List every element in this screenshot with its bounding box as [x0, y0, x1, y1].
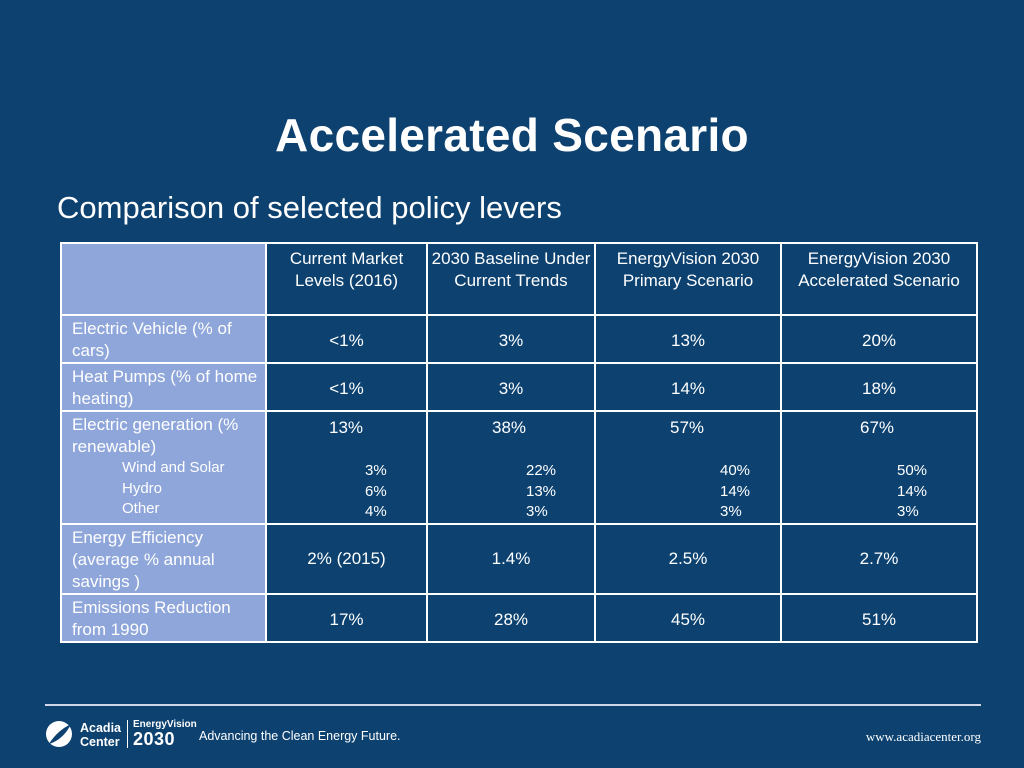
gen-primary-other: 3%: [720, 503, 742, 520]
gen-baseline-wind-solar: 22%: [526, 462, 557, 479]
header-primary-scenario: EnergyVision 2030 Primary Scenario: [594, 242, 782, 316]
gen-baseline-subs: 22% 13% 3%: [428, 461, 594, 523]
row-label-generation-main: Electric generation (% renewable): [72, 415, 239, 456]
header-corner-cell: [60, 242, 267, 316]
gen-baseline-total: 38%: [492, 418, 527, 437]
gen-primary-subs: 40% 14% 3%: [596, 461, 780, 523]
cell-ev-baseline: 3%: [426, 314, 596, 364]
table-row-electric-vehicle: Electric Vehicle (% of cars) <1% 3% 13% …: [60, 314, 978, 364]
header-baseline-2030: 2030 Baseline Under Current Trends: [426, 242, 596, 316]
slide-subtitle: Comparison of selected policy levers: [57, 190, 562, 225]
cell-ev-current: <1%: [265, 314, 428, 364]
row-label-heat-pumps: Heat Pumps (% of home heating): [60, 362, 267, 412]
gen-accelerated-total: 67%: [860, 418, 895, 437]
cell-ev-primary: 13%: [594, 314, 782, 364]
gen-current-subs: 3% 6% 4%: [267, 461, 426, 523]
org-name-line1: Acadia: [80, 721, 121, 735]
table-header-row: Current Market Levels (2016) 2030 Baseli…: [60, 242, 978, 316]
cell-heat-primary: 14%: [594, 362, 782, 412]
table-row-heat-pumps: Heat Pumps (% of home heating) <1% 3% 14…: [60, 362, 978, 412]
generation-sub-labels: Wind and Solar Hydro Other: [72, 458, 259, 520]
gen-accelerated-hydro: 14%: [897, 482, 928, 500]
comparison-table: Current Market Levels (2016) 2030 Baseli…: [60, 242, 978, 643]
footer-url: www.acadiacenter.org: [865, 729, 981, 744]
program-line1: EnergyVision: [133, 719, 197, 730]
row-label-energy-efficiency: Energy Efficiency (average % annual savi…: [60, 522, 267, 595]
gen-accelerated-subs: 50% 14% 3%: [782, 461, 976, 523]
row-label-emissions-reduction: Emissions Reduction from 1990: [60, 592, 267, 643]
gen-current-wind-solar: 3%: [365, 462, 387, 479]
gen-primary-hydro: 14%: [720, 482, 751, 500]
cell-heat-current: <1%: [265, 362, 428, 412]
gen-primary-wind-solar: 40%: [720, 462, 751, 479]
energyvision-wordmark: EnergyVision 2030: [133, 719, 197, 748]
cell-gen-accelerated: 67% 50% 14% 3%: [780, 410, 978, 525]
table-row-energy-efficiency: Energy Efficiency (average % annual savi…: [60, 522, 978, 595]
sub-label-hydro: Hydro: [122, 479, 163, 497]
cell-eff-current: 2% (2015): [265, 522, 428, 595]
gen-accelerated-other: 3%: [897, 503, 919, 520]
header-accelerated-scenario: EnergyVision 2030 Accelerated Scenario: [780, 242, 978, 316]
table-row-emissions-reduction: Emissions Reduction from 1990 17% 28% 45…: [60, 592, 978, 643]
cell-emis-accelerated: 51%: [780, 592, 978, 643]
gen-baseline-other: 3%: [526, 503, 548, 520]
sub-label-other: Other: [122, 500, 160, 517]
cell-eff-accelerated: 2.7%: [780, 522, 978, 595]
cell-gen-baseline: 38% 22% 13% 3%: [426, 410, 596, 525]
org-name-line2: Center: [80, 735, 120, 749]
table-row-electric-generation: Electric generation (% renewable) Wind a…: [60, 410, 978, 525]
row-label-electric-generation: Electric generation (% renewable) Wind a…: [60, 410, 267, 525]
row-label-electric-vehicle: Electric Vehicle (% of cars): [60, 314, 267, 364]
cell-emis-primary: 45%: [594, 592, 782, 643]
slide-title: Accelerated Scenario: [275, 109, 749, 161]
cell-eff-baseline: 1.4%: [426, 522, 596, 595]
gen-accelerated-wind-solar: 50%: [897, 462, 928, 479]
cell-gen-current: 13% 3% 6% 4%: [265, 410, 428, 525]
program-line2: 2030: [133, 729, 176, 749]
footer-divider: [45, 704, 981, 706]
gen-baseline-hydro: 13%: [526, 482, 557, 500]
acadia-leaf-logo-icon: [46, 721, 72, 747]
gen-primary-total: 57%: [670, 418, 705, 437]
cell-heat-accelerated: 18%: [780, 362, 978, 412]
cell-ev-accelerated: 20%: [780, 314, 978, 364]
gen-current-hydro: 6%: [365, 482, 387, 500]
sub-label-wind-solar: Wind and Solar: [122, 459, 225, 476]
cell-eff-primary: 2.5%: [594, 522, 782, 595]
cell-heat-baseline: 3%: [426, 362, 596, 412]
acadia-center-wordmark: Acadia Center: [80, 721, 121, 749]
logo-separator: [127, 720, 128, 748]
header-current-market: Current Market Levels (2016): [265, 242, 428, 316]
gen-current-other: 4%: [365, 503, 387, 520]
footer-tagline: Advancing the Clean Energy Future.: [199, 729, 401, 743]
cell-emis-baseline: 28%: [426, 592, 596, 643]
gen-current-total: 13%: [329, 418, 364, 437]
cell-emis-current: 17%: [265, 592, 428, 643]
cell-gen-primary: 57% 40% 14% 3%: [594, 410, 782, 525]
